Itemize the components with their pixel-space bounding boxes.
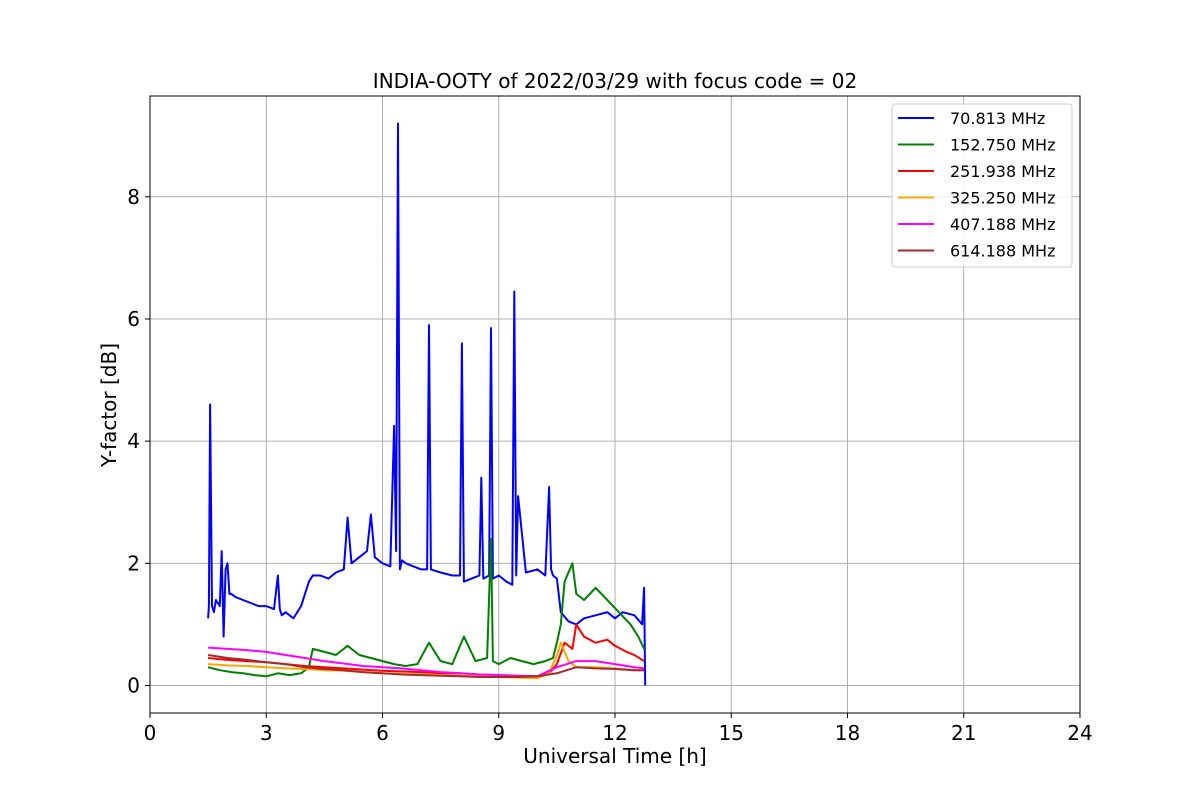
- x-tick-label: 0: [144, 721, 157, 745]
- series-line-5: [207, 654, 645, 678]
- x-axis-label: Universal Time [h]: [523, 744, 706, 768]
- series-group: [207, 122, 647, 686]
- x-tick-label: 6: [376, 721, 389, 745]
- x-tick-label: 21: [951, 721, 976, 745]
- x-tick-label: 15: [719, 721, 744, 745]
- chart-title: INDIA-OOTY of 2022/03/29 with focus code…: [373, 69, 857, 93]
- legend-box: [891, 103, 1073, 268]
- legend-label: 152.750 MHz: [950, 136, 1055, 155]
- y-tick-label: 2: [127, 551, 140, 575]
- series-line-0: [207, 122, 647, 686]
- legend-label: 407.188 MHz: [950, 215, 1055, 234]
- legend-label: 614.188 MHz: [950, 242, 1055, 261]
- y-tick-label: 6: [127, 307, 140, 331]
- y-axis: 0 2 4 6 8: [127, 185, 150, 698]
- x-tick-label: 3: [260, 721, 273, 745]
- series-line-1: [207, 537, 646, 678]
- x-tick-label: 24: [1067, 721, 1092, 745]
- y-tick-label: 8: [127, 185, 140, 209]
- y-tick-label: 0: [127, 674, 140, 698]
- legend: 70.813 MHz 152.750 MHz 251.938 MHz 325.250 …: [891, 103, 1073, 268]
- y-axis-label: Y-factor [dB]: [97, 343, 121, 468]
- x-tick-label: 9: [492, 721, 505, 745]
- y-tick-label: 4: [127, 429, 140, 453]
- x-axis: 0 3 6 9 12 15 18 21 24: [144, 713, 1093, 745]
- legend-label: 251.938 MHz: [950, 162, 1055, 181]
- series-line-4: [208, 646, 645, 678]
- x-tick-label: 12: [602, 721, 627, 745]
- legend-label: 70.813 MHz: [950, 109, 1045, 128]
- legend-label: 325.250 MHz: [950, 189, 1055, 208]
- x-tick-label: 18: [835, 721, 860, 745]
